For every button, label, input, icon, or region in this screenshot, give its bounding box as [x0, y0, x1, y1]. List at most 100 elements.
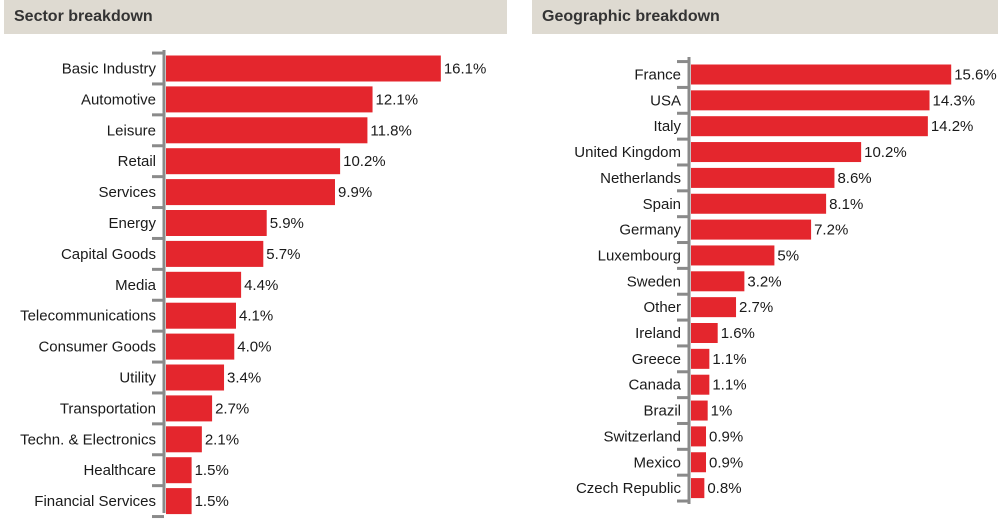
sector-value-label: 5.9% — [270, 215, 304, 232]
sector-value-label: 5.7% — [266, 246, 300, 263]
geo-value-label: 15.6% — [954, 67, 997, 84]
geo-bar — [691, 64, 952, 85]
sector-bar — [166, 457, 192, 484]
geo-value-label: 14.3% — [933, 92, 976, 109]
geo-bar — [691, 116, 928, 137]
geo-bar — [691, 167, 835, 188]
sector-bar — [166, 271, 242, 298]
sector-value-label: 10.2% — [343, 153, 386, 170]
geo-bar — [691, 193, 827, 214]
geo-value-label: 1.6% — [721, 325, 755, 342]
geo-category-label: Ireland — [635, 325, 681, 342]
geo-category-label: Italy — [653, 118, 681, 135]
sector-bar — [166, 302, 236, 329]
geo-value-label: 0.9% — [709, 454, 743, 471]
geo-bar — [691, 348, 710, 369]
sector-category-label: Healthcare — [83, 462, 156, 479]
geo-category-label: France — [634, 67, 681, 84]
geo-category-label: Switzerland — [603, 428, 681, 445]
sector-category-label: Telecommunications — [20, 308, 156, 325]
geo-category-label: Sweden — [627, 273, 681, 290]
sector-category-label: Capital Goods — [61, 246, 156, 263]
sector-breakdown-header: Sector breakdown — [4, 0, 507, 34]
geo-bar — [691, 90, 930, 111]
sector-category-label: Basic Industry — [62, 61, 157, 78]
sector-value-label: 4.0% — [237, 339, 271, 356]
sector-bar — [166, 364, 225, 391]
sector-category-label: Automotive — [81, 91, 156, 108]
sector-bar — [166, 86, 373, 113]
sector-category-label: Leisure — [107, 122, 156, 139]
geo-value-label: 3.2% — [747, 273, 781, 290]
sector-bar — [166, 55, 441, 82]
sector-bar — [166, 488, 192, 515]
sector-value-label: 12.1% — [376, 91, 419, 108]
sector-category-label: Techn. & Electronics — [20, 431, 156, 448]
geographic-breakdown-header: Geographic breakdown — [532, 0, 998, 34]
geo-value-label: 2.7% — [739, 299, 773, 316]
sector-bar — [166, 333, 235, 360]
sector-bar — [166, 179, 335, 206]
sector-bar — [166, 395, 213, 422]
geo-value-label: 7.2% — [814, 222, 848, 239]
geo-bar — [691, 400, 708, 421]
geo-bar — [691, 219, 812, 240]
geo-value-label: 0.8% — [707, 480, 741, 497]
geo-bar — [691, 297, 737, 318]
sector-breakdown-title: Sector breakdown — [14, 8, 153, 25]
geo-value-label: 0.9% — [709, 428, 743, 445]
sector-value-label: 4.4% — [244, 277, 278, 294]
sector-value-label: 4.1% — [239, 308, 273, 325]
geo-bar — [691, 245, 775, 266]
geographic-breakdown-title: Geographic breakdown — [542, 8, 720, 25]
sector-category-label: Media — [115, 277, 157, 294]
geo-bar — [691, 452, 707, 473]
sector-bar-chart: Basic Industry 16.1% Automotive 12.1% Leisur… — [20, 50, 487, 519]
geo-category-label: United Kingdom — [574, 144, 681, 161]
sector-category-label: Utility — [119, 370, 156, 387]
sector-bar — [166, 210, 267, 236]
sector-bar — [166, 148, 341, 175]
geo-bar — [691, 426, 707, 447]
geo-value-label: 8.6% — [837, 170, 871, 187]
sector-bar — [166, 117, 368, 144]
geo-category-label: Luxembourg — [598, 247, 681, 264]
geo-value-label: 14.2% — [931, 118, 974, 135]
sector-value-label: 16.1% — [444, 61, 487, 78]
geo-category-label: Czech Republic — [576, 480, 682, 497]
geo-bar — [691, 271, 745, 292]
geo-value-label: 8.1% — [829, 196, 863, 213]
sector-category-label: Consumer Goods — [38, 339, 156, 356]
sector-value-label: 9.9% — [338, 184, 372, 201]
sector-bar — [166, 426, 202, 453]
geo-category-label: Brazil — [643, 403, 681, 420]
sector-value-label: 2.7% — [215, 400, 249, 417]
geo-value-label: 1.1% — [712, 377, 746, 394]
geo-category-label: Germany — [619, 222, 681, 239]
geo-bar — [691, 323, 718, 343]
geo-category-label: Spain — [643, 196, 681, 213]
geo-value-label: 5% — [777, 247, 799, 264]
geo-value-label: 1.1% — [712, 351, 746, 368]
sector-bar — [166, 240, 264, 267]
geo-bar — [691, 478, 705, 499]
sector-category-label: Energy — [108, 215, 156, 232]
geo-category-label: Mexico — [633, 454, 681, 471]
sector-value-label: 1.5% — [195, 493, 229, 510]
sector-category-label: Transportation — [60, 400, 156, 417]
geo-category-label: Other — [643, 299, 681, 316]
geo-category-label: USA — [650, 92, 681, 109]
geo-bar — [691, 142, 862, 163]
sector-category-label: Financial Services — [34, 493, 156, 510]
sector-value-label: 1.5% — [195, 462, 229, 479]
geo-bar-chart: France 15.6% USA 14.3% Italy 14.2% United King… — [574, 57, 997, 504]
geo-value-label: 1% — [711, 403, 733, 420]
sector-value-label: 3.4% — [227, 370, 261, 387]
geo-value-label: 10.2% — [864, 144, 907, 161]
geo-category-label: Netherlands — [600, 170, 681, 187]
sector-category-label: Retail — [118, 153, 156, 170]
sector-value-label: 2.1% — [205, 431, 239, 448]
sector-category-label: Services — [98, 184, 156, 201]
geo-category-label: Greece — [632, 351, 681, 368]
